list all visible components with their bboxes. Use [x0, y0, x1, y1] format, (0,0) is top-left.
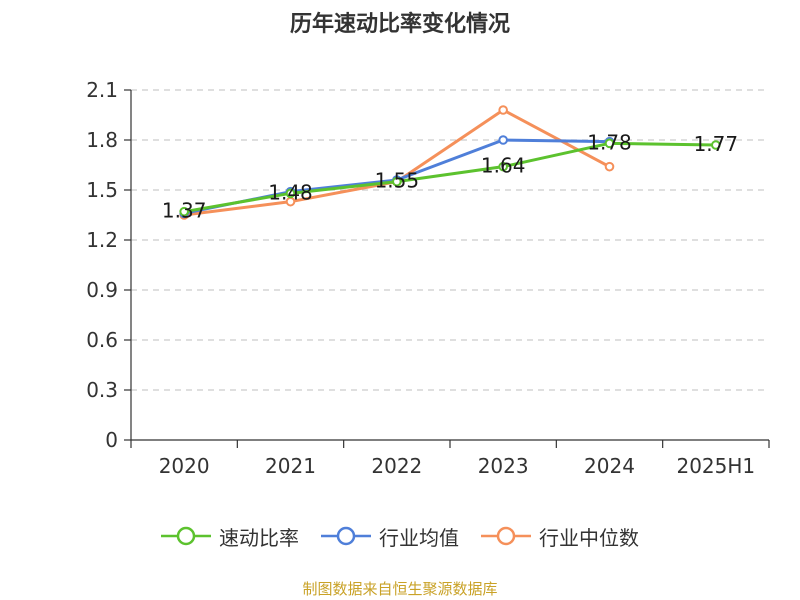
- data-point: [392, 176, 402, 187]
- y-tick-label: 0.6: [86, 328, 118, 352]
- x-tick-label: 2023: [478, 454, 529, 478]
- source-note: 制图数据来自恒生聚源数据库: [302, 580, 498, 598]
- y-tick-label: 1.2: [86, 228, 118, 252]
- data-point: [498, 135, 508, 145]
- y-tick-label: 2.1: [86, 78, 118, 102]
- data-label: 1.48: [268, 180, 313, 204]
- legend-label: 行业均值: [379, 525, 459, 550]
- data-label: 1.37: [162, 199, 207, 223]
- chart-title: 历年速动比率变化情况: [289, 12, 510, 37]
- x-tick-label: 2020: [159, 454, 210, 478]
- legend: 速动比率 行业均值 行业中位数: [0, 520, 800, 552]
- data-label: 1.64: [481, 154, 526, 178]
- x-tick-label: 2025H1: [676, 454, 755, 478]
- legend-item-industry-median[interactable]: 行业中位数: [481, 522, 639, 551]
- y-tick-label: 1.5: [86, 178, 118, 202]
- data-label: 1.78: [587, 130, 632, 154]
- grid-lines: [131, 89, 769, 391]
- y-tick-label: 0.3: [86, 378, 118, 402]
- data-point: [711, 140, 721, 150]
- x-tick-label: 2021: [265, 454, 316, 478]
- series-line: [183, 141, 716, 214]
- legend-line-circle-icon: [481, 526, 531, 546]
- series-lines: [179, 105, 721, 220]
- y-tick-label: 1.8: [86, 128, 118, 152]
- data-label: 1.55: [375, 169, 420, 193]
- data-labels: 1.37 1.48 1.55 1.64 1.78 1.77: [162, 130, 738, 222]
- data-point: [604, 161, 615, 172]
- x-tick-label: 2024: [584, 454, 635, 478]
- y-tick-label: 0.9: [86, 278, 118, 302]
- y-tick-label: 0: [105, 428, 118, 452]
- legend-item-quick-ratio[interactable]: 速动比率: [161, 522, 299, 551]
- legend-label: 速动比率: [219, 525, 299, 550]
- axes: 0 0.3 0.6 0.9 1.2 1.5 1.8 2.1 2020 2021 2022 2023 20…: [86, 78, 770, 478]
- legend-label: 行业中位数: [539, 525, 639, 550]
- legend-line-circle-icon: [321, 526, 371, 546]
- data-point: [604, 138, 615, 149]
- data-point: [498, 161, 508, 172]
- data-point: [498, 105, 508, 115]
- legend-item-industry-mean[interactable]: 行业均值: [321, 522, 459, 551]
- x-tick-label: 2022: [371, 454, 422, 478]
- data-point: [285, 188, 296, 199]
- data-point: [179, 206, 189, 217]
- legend-line-circle-icon: [161, 526, 211, 546]
- data-label: 1.77: [694, 132, 739, 156]
